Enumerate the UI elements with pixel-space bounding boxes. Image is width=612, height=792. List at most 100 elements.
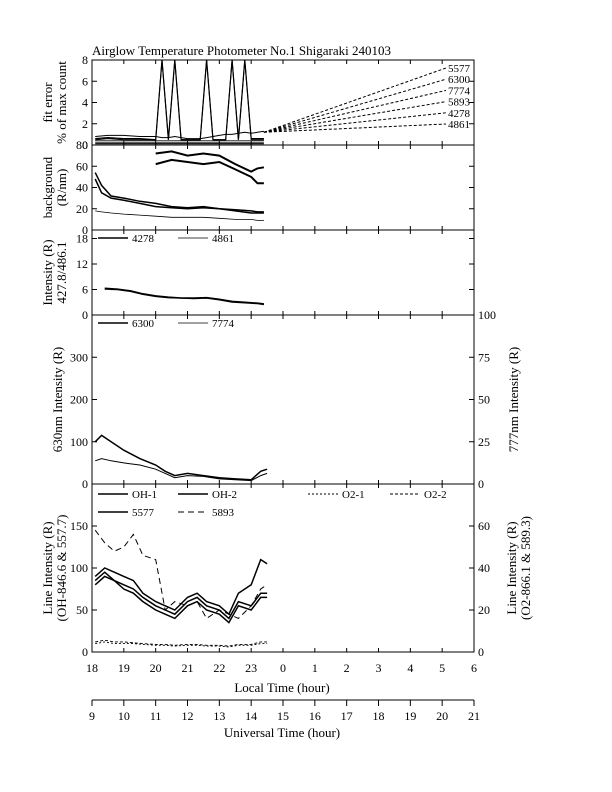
series-line-s2 [94, 178, 264, 214]
x-tick-label-local: 18 [86, 661, 98, 675]
y-tick-label-right: 0 [478, 477, 484, 491]
x-tick-label-ut: 16 [309, 709, 321, 723]
panel-1: 0 2 4 6 8 fit error% of max count 557763007774… [40, 53, 475, 152]
x-tick-label-ut: 21 [468, 709, 480, 723]
series-line-OH-2 [94, 575, 268, 624]
y-tick-label: 6 [82, 74, 88, 88]
y-tick-label-right: 0 [478, 645, 484, 659]
x-tick-label-local: 2 [344, 661, 350, 675]
y-axis-label-right: 777nm Intensity (R) [506, 347, 521, 452]
x-tick-label-local: 1 [312, 661, 318, 675]
legend-entry: 6300 [448, 74, 471, 86]
series-line-4861 [104, 289, 264, 306]
legend-entry: O2-2 [424, 489, 447, 501]
y-tick-label: 0 [82, 477, 88, 491]
legend-leader-line [263, 123, 447, 133]
y-tick-label: 18 [76, 232, 88, 246]
x-tick-label-local: 21 [182, 661, 194, 675]
legend-entry: O2-1 [342, 489, 365, 501]
series-line-OH-1 [94, 571, 268, 620]
panel-2: 0 20 40 60 80 background (R/nm) [40, 138, 475, 237]
y-tick-label: 40 [76, 181, 88, 195]
legend-leader-line [263, 101, 447, 133]
y-axis-label: fit error [40, 82, 55, 123]
y-tick-label-right: 60 [478, 519, 490, 533]
x-tick-label-ut: 11 [150, 709, 162, 723]
x-tick-label-local: 19 [118, 661, 130, 675]
legend-leader-line [263, 78, 447, 133]
x-tick-label-ut: 20 [436, 709, 448, 723]
y-tick-label: 150 [70, 519, 88, 533]
y-tick-label: 80 [76, 138, 88, 152]
legend-entry: 4278 [132, 233, 155, 245]
x-tick-label-local: 5 [439, 661, 445, 675]
y-tick-label: 0 [82, 138, 88, 152]
legend-entry: 4278 [448, 108, 471, 120]
y-tick-label-right: 100 [478, 308, 496, 322]
y-tick-label: 20 [76, 202, 88, 216]
x-tick-label-ut: 15 [277, 709, 289, 723]
y-axis-label: (R/nm) [54, 169, 69, 207]
panel-frame [91, 144, 475, 231]
series-line-4278 [104, 287, 264, 305]
legend-entry: 7774 [212, 318, 235, 330]
local-time-axis-label: Local Time (hour) [234, 680, 329, 695]
x-tick-label-local: 3 [376, 661, 382, 675]
y-tick-label: 12 [76, 257, 88, 271]
y-tick-label: 100 [70, 435, 88, 449]
legend-entry: OH-2 [212, 489, 237, 501]
legend-entry: 6300 [132, 318, 155, 330]
x-tick-label-ut: 13 [213, 709, 225, 723]
series-line-s3 [95, 210, 264, 221]
x-tick-label-ut: 9 [89, 709, 95, 723]
y-axis-label-right: Line Intensity (R) [504, 521, 519, 614]
x-tick-label-ut: 19 [404, 709, 416, 723]
ut-axis-label: Universal Time (hour) [224, 725, 340, 740]
y-axis-label: (OH-846.6 & 557.7) [54, 515, 69, 622]
x-tick-label-ut: 10 [118, 709, 130, 723]
y-tick-label: 0 [82, 223, 88, 237]
x-tick-label-local: 6 [471, 661, 477, 675]
panel-4: 0 100 200 300 0 25 50 75 100 630nm Intensity (R) 7… [50, 308, 521, 491]
x-tick-label-local: 0 [280, 661, 286, 675]
legend-entry: 4861 [212, 233, 234, 245]
series-line-7774 [95, 59, 264, 141]
y-tick-label-right: 40 [478, 561, 490, 575]
legend-entry: OH-1 [132, 489, 157, 501]
legend-leader-line [263, 112, 447, 133]
x-tick-label-ut: 18 [373, 709, 385, 723]
y-tick-label: 300 [70, 350, 88, 364]
y-tick-label: 50 [76, 603, 88, 617]
y-tick-label-right: 20 [478, 603, 490, 617]
y-axis-label: Line Intensity (R) [40, 521, 55, 614]
y-tick-label: 60 [76, 159, 88, 173]
y-axis-label: Intensity (R) [40, 239, 55, 305]
x-tick-label-ut: 17 [341, 709, 353, 723]
y-tick-label: 100 [70, 561, 88, 575]
y-tick-label: 4 [82, 96, 88, 110]
y-tick-label-right: 25 [478, 435, 490, 449]
panel-frame [91, 314, 475, 485]
series-line-s1 [94, 172, 264, 213]
series-line-s4 [155, 158, 264, 185]
legend-entry: 5577 [448, 63, 471, 75]
legend-entry: 5893 [212, 507, 235, 519]
series-line-6300 [95, 59, 264, 141]
x-tick-label-local: 20 [150, 661, 162, 675]
x-tick-label-local: 22 [213, 661, 225, 675]
series-line-7774 [95, 458, 268, 482]
x-tick-label-local: 23 [245, 661, 257, 675]
y-tick-label-right: 50 [478, 393, 490, 407]
series-line-s5 [155, 150, 265, 173]
y-axis-label: 630nm Intensity (R) [50, 347, 65, 452]
legend-leader-line [263, 67, 447, 133]
y-axis-label: % of max count [54, 61, 69, 144]
y-tick-label: 200 [70, 393, 88, 407]
legend-entry: 5577 [132, 507, 155, 519]
ut-axis: 9 10 11 12 13 14 15 16 17 18 19 20 21 [89, 699, 480, 723]
x-tick-label-local: 4 [407, 661, 413, 675]
y-tick-label: 6 [82, 283, 88, 297]
y-axis-label-right: (O2-866.1 & 589.3) [518, 516, 533, 620]
